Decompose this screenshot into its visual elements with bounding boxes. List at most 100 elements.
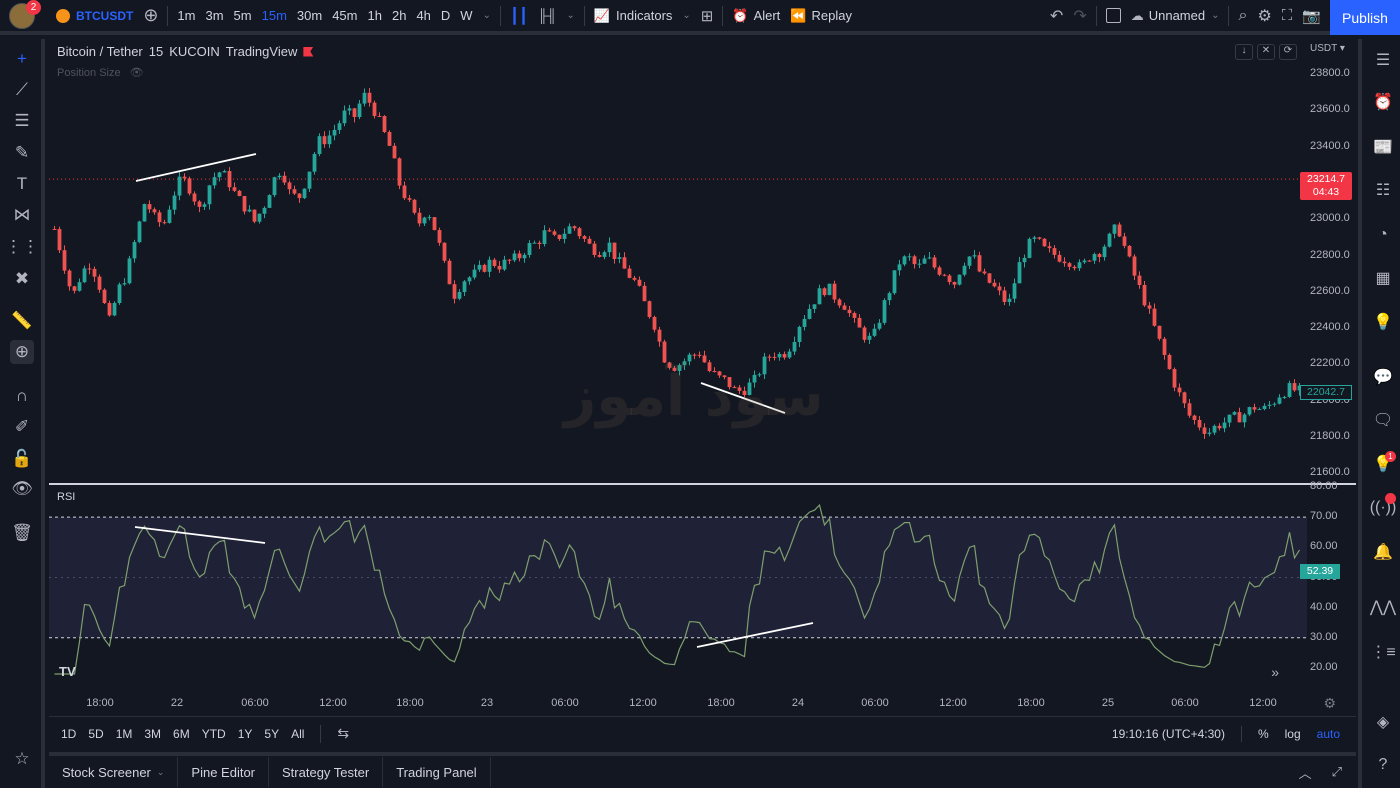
zoom-in-icon[interactable]: ⊕ <box>10 340 34 364</box>
log-scale-toggle[interactable]: log <box>1284 727 1301 741</box>
camera-snapshot-icon[interactable]: 📷 <box>1302 7 1321 25</box>
pattern-tool-icon[interactable]: ⋈ <box>13 205 31 224</box>
user-avatar[interactable]: 2 <box>9 0 41 29</box>
bell-icon[interactable]: 🔔 <box>1373 544 1393 561</box>
collapse-panel-chevron-up-icon[interactable]: ︿ <box>1298 765 1312 781</box>
prediction-tool-icon[interactable]: ⋮⋮ <box>5 237 39 256</box>
interval-dropdown-chevron-icon[interactable]: ⌄ <box>482 10 491 21</box>
help-icon[interactable]: ? <box>1378 756 1388 773</box>
range-5d[interactable]: 5D <box>88 726 104 741</box>
brush-icon[interactable]: ✎ <box>14 143 30 162</box>
flag-icon[interactable] <box>303 46 314 57</box>
chats-icon[interactable]: 💬 <box>1373 369 1393 386</box>
interval-45m[interactable]: 45m <box>332 8 358 23</box>
lock-drawing-pencil-icon[interactable]: ✐ <box>14 417 30 436</box>
ideas-lightbulb-icon[interactable]: 💡 <box>1373 314 1393 331</box>
news-icon[interactable]: 📰 <box>1373 139 1393 156</box>
interval-5m[interactable]: 5m <box>233 8 252 23</box>
symbol-search-button[interactable]: BTCUSDT <box>51 2 138 29</box>
maximize-panel-icon[interactable]: ⤢ <box>1331 764 1342 779</box>
tradingview-logo[interactable]: TV <box>59 664 76 679</box>
ruler-icon[interactable]: 📏 <box>11 311 33 330</box>
eye-icon[interactable]: 👁 <box>11 479 33 498</box>
range-1y[interactable]: 1Y <box>237 726 253 741</box>
alerts-clock-icon[interactable]: ⏰ <box>1373 94 1393 111</box>
eye-visibility-icon[interactable]: 👁 <box>129 67 144 79</box>
chart-type-dropdown-chevron-icon[interactable]: ⌄ <box>566 10 575 21</box>
range-all[interactable]: All <box>291 726 305 741</box>
fullscreen-icon[interactable]: ⛶ <box>1281 7 1293 24</box>
watchlist-icon[interactable]: ☰ <box>1375 52 1391 69</box>
tab-trading-panel[interactable]: Trading Panel <box>383 757 491 787</box>
hotlists-pie-icon[interactable]: ◔ <box>1378 226 1388 243</box>
pane-separator[interactable] <box>49 483 1356 485</box>
percent-scale-toggle[interactable]: % <box>1257 727 1269 741</box>
scroll-to-realtime-icon[interactable]: » <box>1271 664 1279 680</box>
collapse-pane-icon[interactable]: ✕ <box>1257 44 1275 60</box>
candles-chart-type-icon[interactable]: ┃┃ <box>509 7 529 25</box>
interval-D[interactable]: D <box>440 8 451 23</box>
replay-button[interactable]: ⏪ Replay <box>785 2 857 29</box>
price-axis[interactable]: USDT ▾ 23800.023600.023400.023200.023000… <box>1307 39 1356 689</box>
trash-icon[interactable]: 🗑 <box>11 523 33 542</box>
indicators-dropdown-chevron-icon[interactable]: ⌄ <box>682 10 691 21</box>
search-icon[interactable]: ⌕ <box>1238 6 1248 24</box>
interval-1h[interactable]: 1h <box>367 8 382 23</box>
magnet-icon[interactable]: ∩ <box>15 386 29 405</box>
interval-1m[interactable]: 1m <box>177 8 196 23</box>
interval-4h[interactable]: 4h <box>416 8 431 23</box>
range-ytd[interactable]: YTD <box>201 726 226 741</box>
calendar-icon[interactable]: ▦ <box>1375 270 1391 287</box>
messages-icon[interactable]: 🗨 <box>1372 412 1394 429</box>
crosshair-icon[interactable]: + <box>17 49 27 68</box>
interval-W[interactable]: W <box>460 8 473 23</box>
range-5y[interactable]: 5Y <box>264 726 280 741</box>
rsi-pane[interactable]: RSI TV » <box>49 486 1307 690</box>
move-pane-down-icon[interactable]: ↓ <box>1235 44 1253 60</box>
interval-2h[interactable]: 2h <box>391 8 407 23</box>
clock-timezone[interactable]: 19:10:16 (UTC+4:30) <box>1111 727 1225 741</box>
compare-symbol-plus-icon[interactable]: ⊕ <box>143 5 159 25</box>
currency-selector[interactable]: USDT ▾ <box>1310 43 1345 54</box>
indicators-button[interactable]: 📈 Indicators <box>589 2 678 29</box>
range-3m[interactable]: 3M <box>144 726 162 741</box>
undo-icon[interactable]: ↶ <box>1049 7 1064 25</box>
interval-3m[interactable]: 3m <box>205 8 224 23</box>
range-6m[interactable]: 6M <box>173 726 190 741</box>
tab-strategy-tester[interactable]: Strategy Tester <box>269 757 384 787</box>
templates-grid-icon[interactable]: ⊞ <box>700 7 714 25</box>
range-1m[interactable]: 1M <box>115 726 133 741</box>
trend-line-icon[interactable]: ⟋ <box>16 80 28 99</box>
remove-icon[interactable]: ✖ <box>14 269 30 288</box>
lock-icon[interactable]: 🔓 <box>11 449 33 468</box>
publish-button[interactable]: Publish <box>1330 0 1400 35</box>
layout-square-icon[interactable] <box>1101 2 1126 29</box>
alert-button[interactable]: ⏰ Alert <box>727 2 785 29</box>
save-layout-button[interactable]: ☁ Unnamed ⌄ <box>1126 2 1225 29</box>
star-favorites-icon[interactable]: ☆ <box>14 749 30 768</box>
redo-icon[interactable]: ↷ <box>1073 7 1087 25</box>
settings-gear-icon[interactable]: ⚙ <box>1257 7 1272 25</box>
go-to-date-icon[interactable]: ⇆ <box>337 725 350 741</box>
candle-body <box>947 275 952 283</box>
tab-stock-screener[interactable]: Stock Screener ⌄ <box>49 757 179 787</box>
order-panel-icon[interactable]: ⋮≡ <box>1370 644 1396 661</box>
streams-icon[interactable]: ((·)) <box>1370 493 1396 521</box>
data-window-icon[interactable]: ☷ <box>1375 182 1391 199</box>
tab-pine-editor[interactable]: Pine Editor <box>178 757 270 787</box>
range-1d[interactable]: 1D <box>61 726 77 741</box>
horizontal-lines-icon[interactable]: ☰ <box>14 111 30 130</box>
layers-icon[interactable]: ◈ <box>1376 714 1390 731</box>
time-axis[interactable]: 18:00 22 06:00 12:00 18:00 23 06:00 12:00 18:00 2… <box>49 690 1356 716</box>
chart-settings-gear-icon[interactable]: ⚙ <box>1323 695 1336 711</box>
text-tool-icon[interactable]: T <box>16 174 28 193</box>
candle-body <box>1182 392 1187 404</box>
notifications-icon[interactable]: 💡 1 <box>1370 451 1396 477</box>
price-chart[interactable]: Bitcoin / Tether 15 KUCOIN TradingView P… <box>49 39 1307 484</box>
dom-icon[interactable]: ⋀⋀ <box>1369 599 1397 616</box>
interval-15m[interactable]: 15m <box>261 8 287 23</box>
auto-scale-toggle[interactable]: auto <box>1316 727 1340 741</box>
bar-chart-type-icon[interactable]: ╟╢ <box>538 8 557 23</box>
maximize-pane-icon[interactable]: ⟳ <box>1279 44 1297 60</box>
interval-30m[interactable]: 30m <box>296 8 323 23</box>
